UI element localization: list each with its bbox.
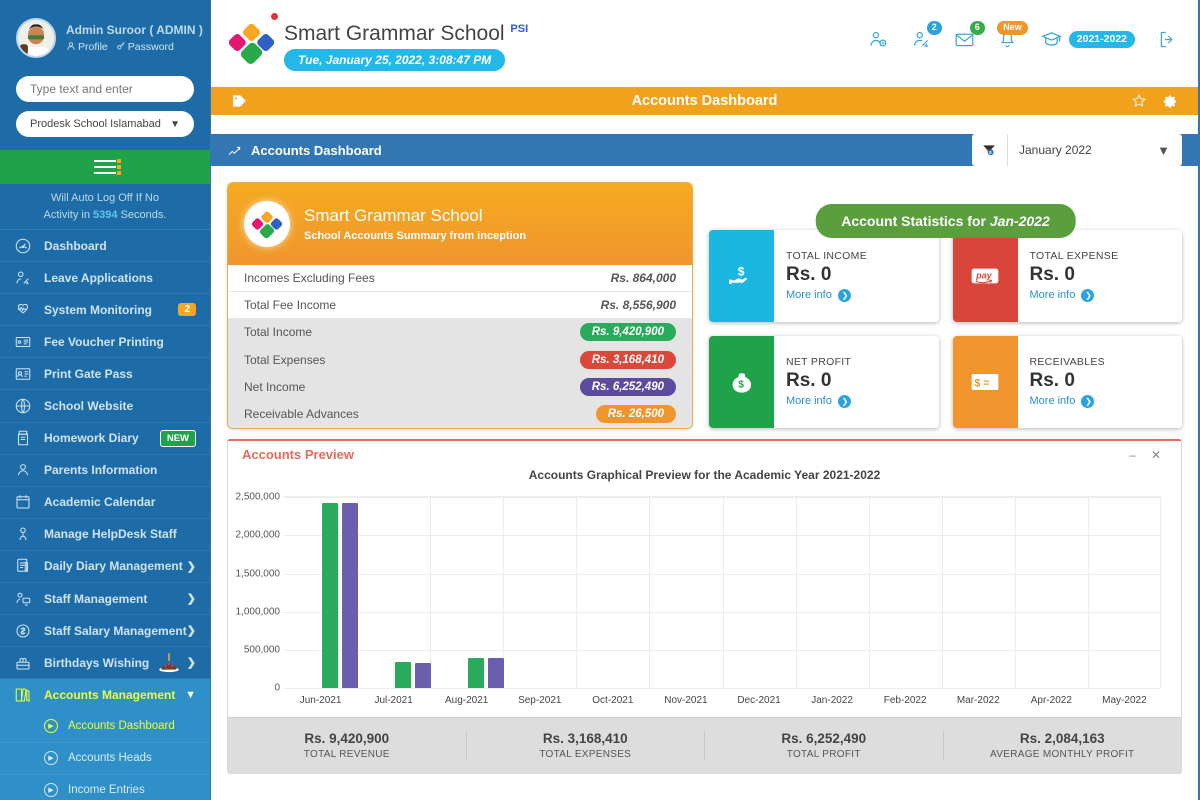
svg-text:$: $ [738,380,744,391]
svg-text:pay: pay [975,271,993,281]
svg-text:$: $ [737,264,744,278]
svg-text:$ =: $ = [974,378,989,390]
